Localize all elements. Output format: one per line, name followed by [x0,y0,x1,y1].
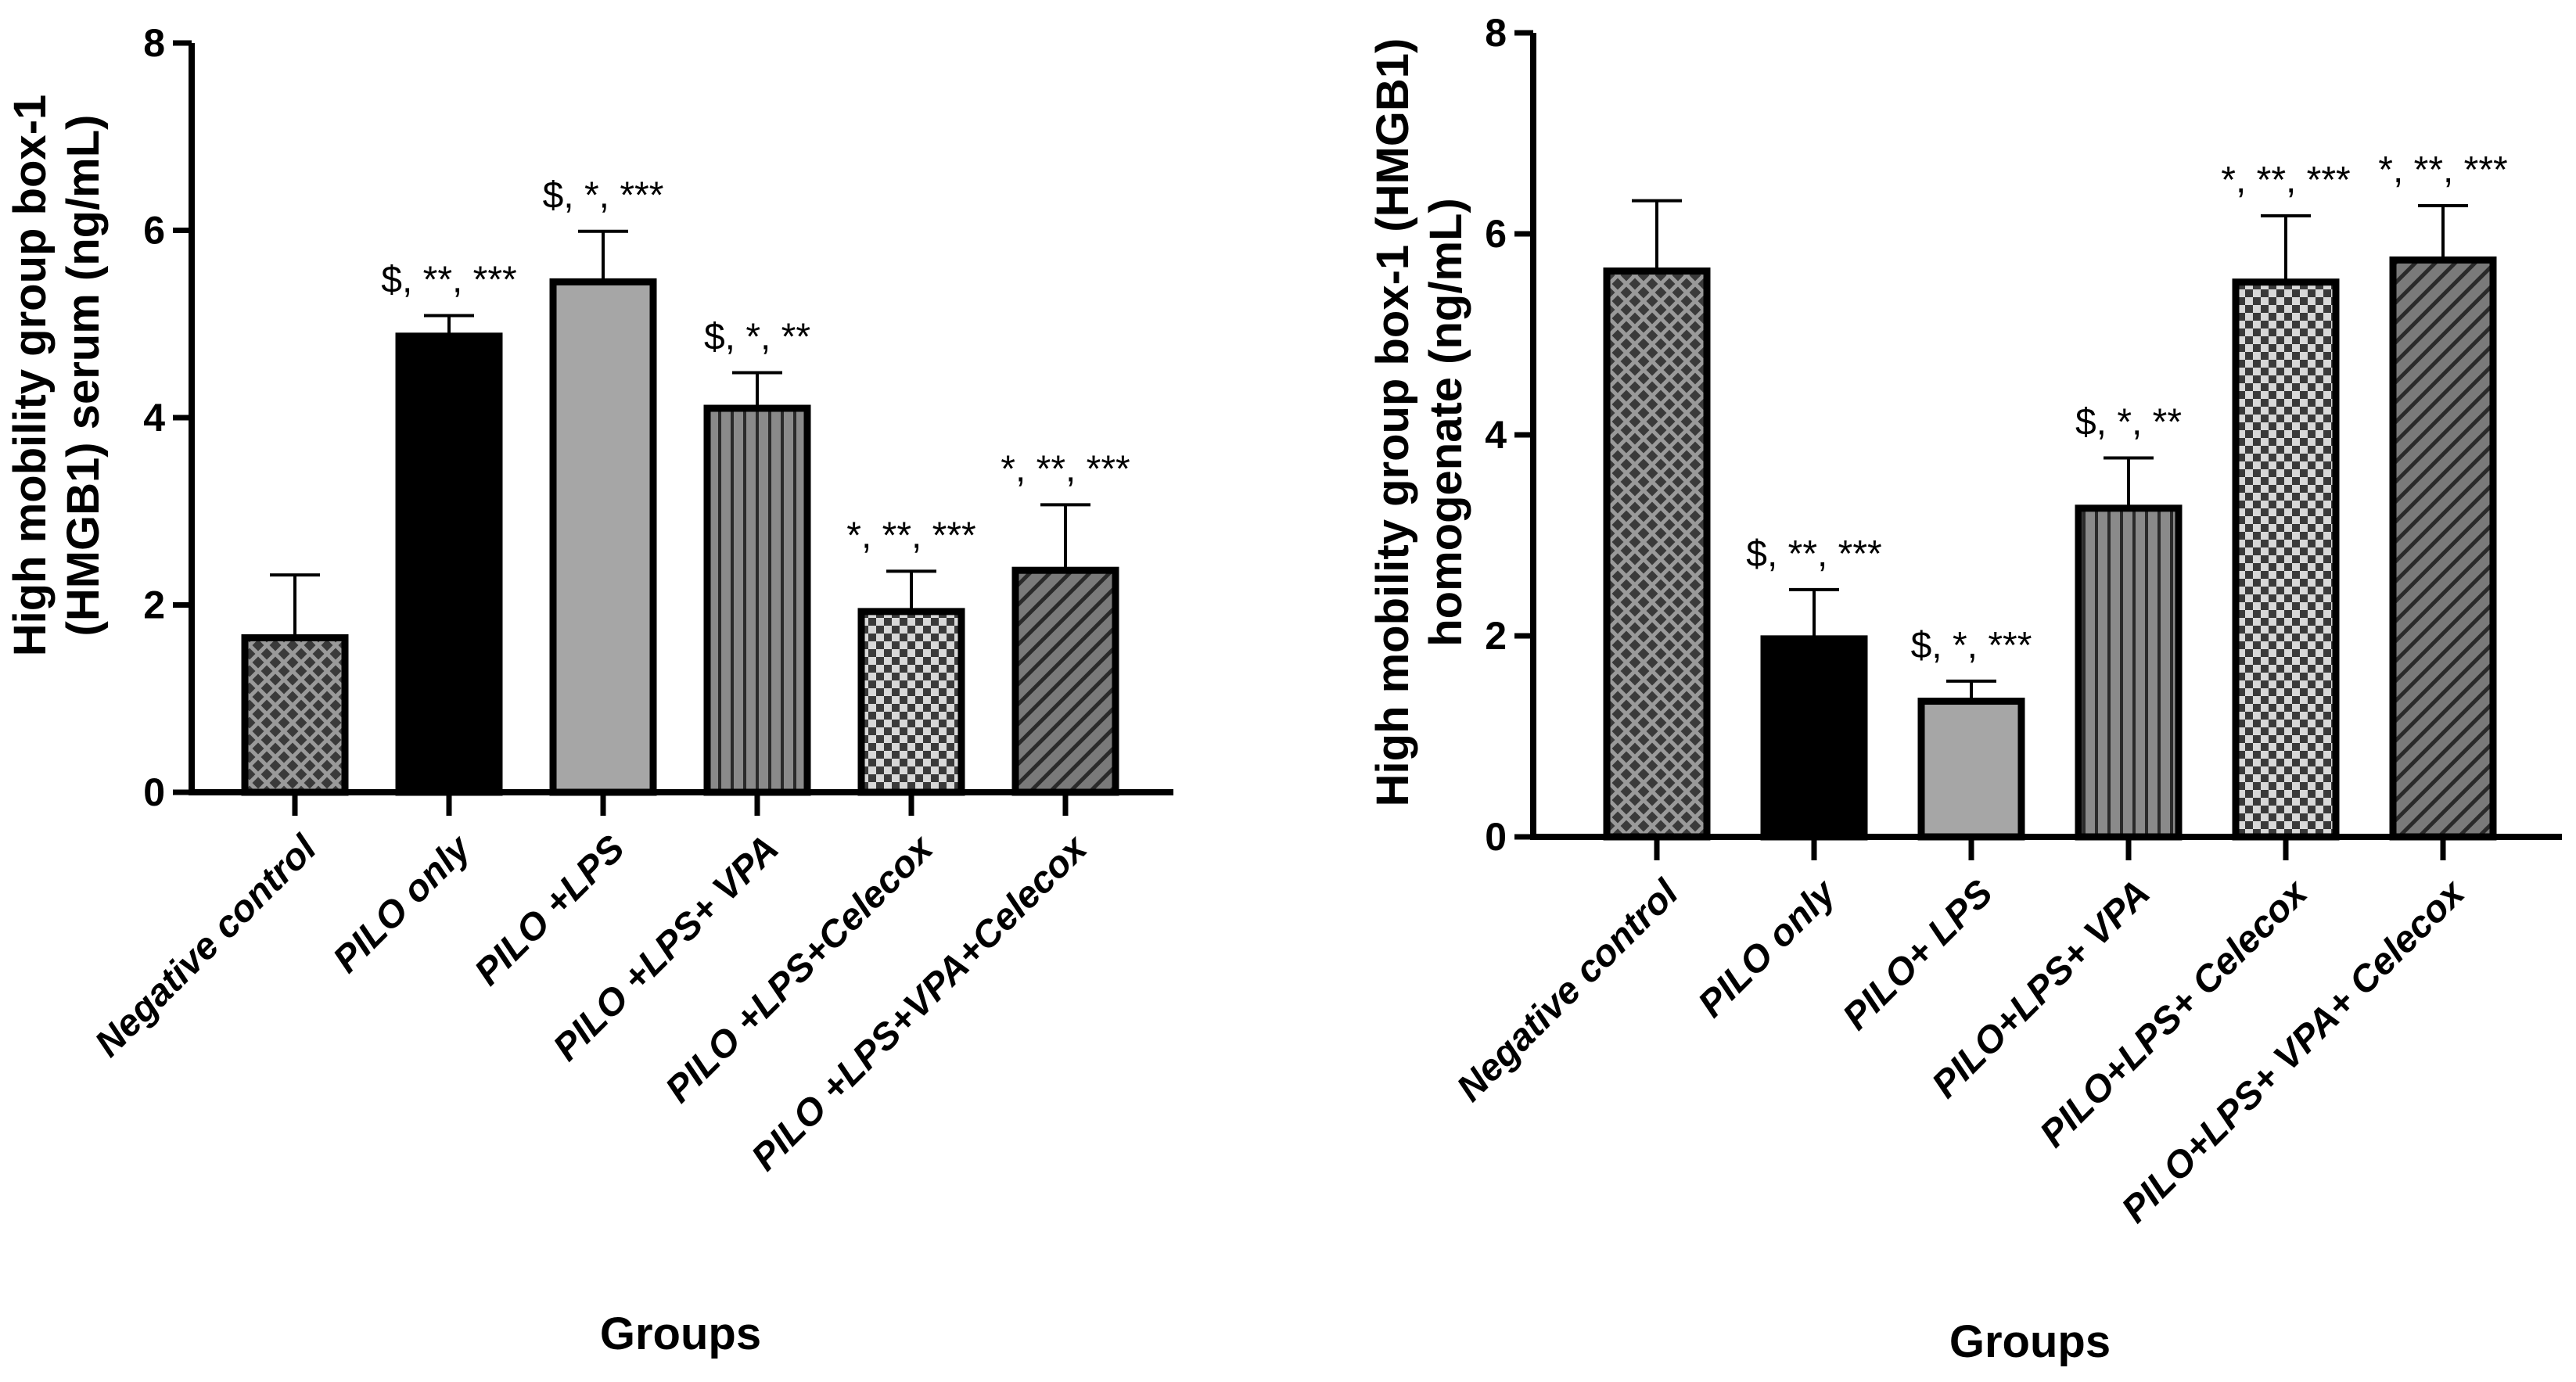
significance-label: $, **, *** [381,259,516,300]
bar-2 [395,332,503,796]
y-axis-title-line2: (HMGB1) serum (ng/mL) [58,115,109,637]
y-tick-label: 4 [143,396,165,440]
bar-5 [2232,278,2340,841]
bar-3 [1917,698,2025,841]
category-label: PILO+LPS+ VPA+ Celecox [2114,871,2474,1231]
category-label: Negative control [1449,871,1687,1110]
significance-label: $, *, *** [1911,625,2032,666]
x-axis-title: Groups [1949,1316,2111,1367]
y-tick-label: 8 [143,21,165,65]
y-tick-label: 4 [1485,413,1507,457]
bar-6 [2389,256,2497,841]
bar-3 [549,278,657,796]
category-label: PILO+LPS+ Celecox [2032,871,2317,1156]
significance-label: $, *, ** [2075,402,2182,443]
category-label: PILO+ LPS [1835,872,2001,1038]
chart-homogenate: High mobility group box-1 (HMGB1) homoge… [1367,11,2562,1367]
category-label: PILO only [1690,871,1845,1026]
y-axis-title-line1: High mobility group box-1 [5,95,56,657]
significance-label: *, **, *** [2221,160,2350,201]
y-axis-title-line1: High mobility group box-1 (HMGB1) [1367,38,1418,807]
bar-4 [703,404,811,796]
bar-2 [1760,635,1868,841]
significance-label: $, *, *** [543,175,664,217]
y-axis-title-line2: homogenate (ng/mL) [1421,198,1471,647]
y-tick-label: 2 [1485,614,1507,658]
category-label: PILO only [325,827,480,982]
category-label: Negative control [87,827,325,1065]
bar-1 [241,634,349,796]
significance-label: $, **, *** [1746,533,1881,575]
y-tick-label: 0 [1485,815,1507,859]
category-label: PILO +LPS+Celecox [658,827,943,1111]
y-tick-label: 2 [143,583,165,627]
bar-4 [2075,504,2183,841]
category-label: PILO +LPS+VPA+Celecox [744,827,1097,1179]
bar-1 [1603,267,1711,841]
bar-6 [1011,566,1119,796]
significance-label: *, **, *** [846,515,975,556]
y-tick-label: 8 [1485,11,1507,55]
significance-label: *, **, *** [1001,448,1130,490]
significance-label: $, *, ** [704,317,810,358]
significance-label: *, **, *** [2378,149,2507,191]
x-axis-title: Groups [600,1308,761,1359]
y-tick-label: 6 [1485,212,1507,256]
y-tick-label: 6 [143,209,165,253]
bar-5 [857,608,965,796]
category-label: PILO +LPS [467,827,633,993]
y-tick-label: 0 [143,770,165,814]
chart-serum: High mobility group box-1 (HMGB1) serum … [5,21,1173,1359]
